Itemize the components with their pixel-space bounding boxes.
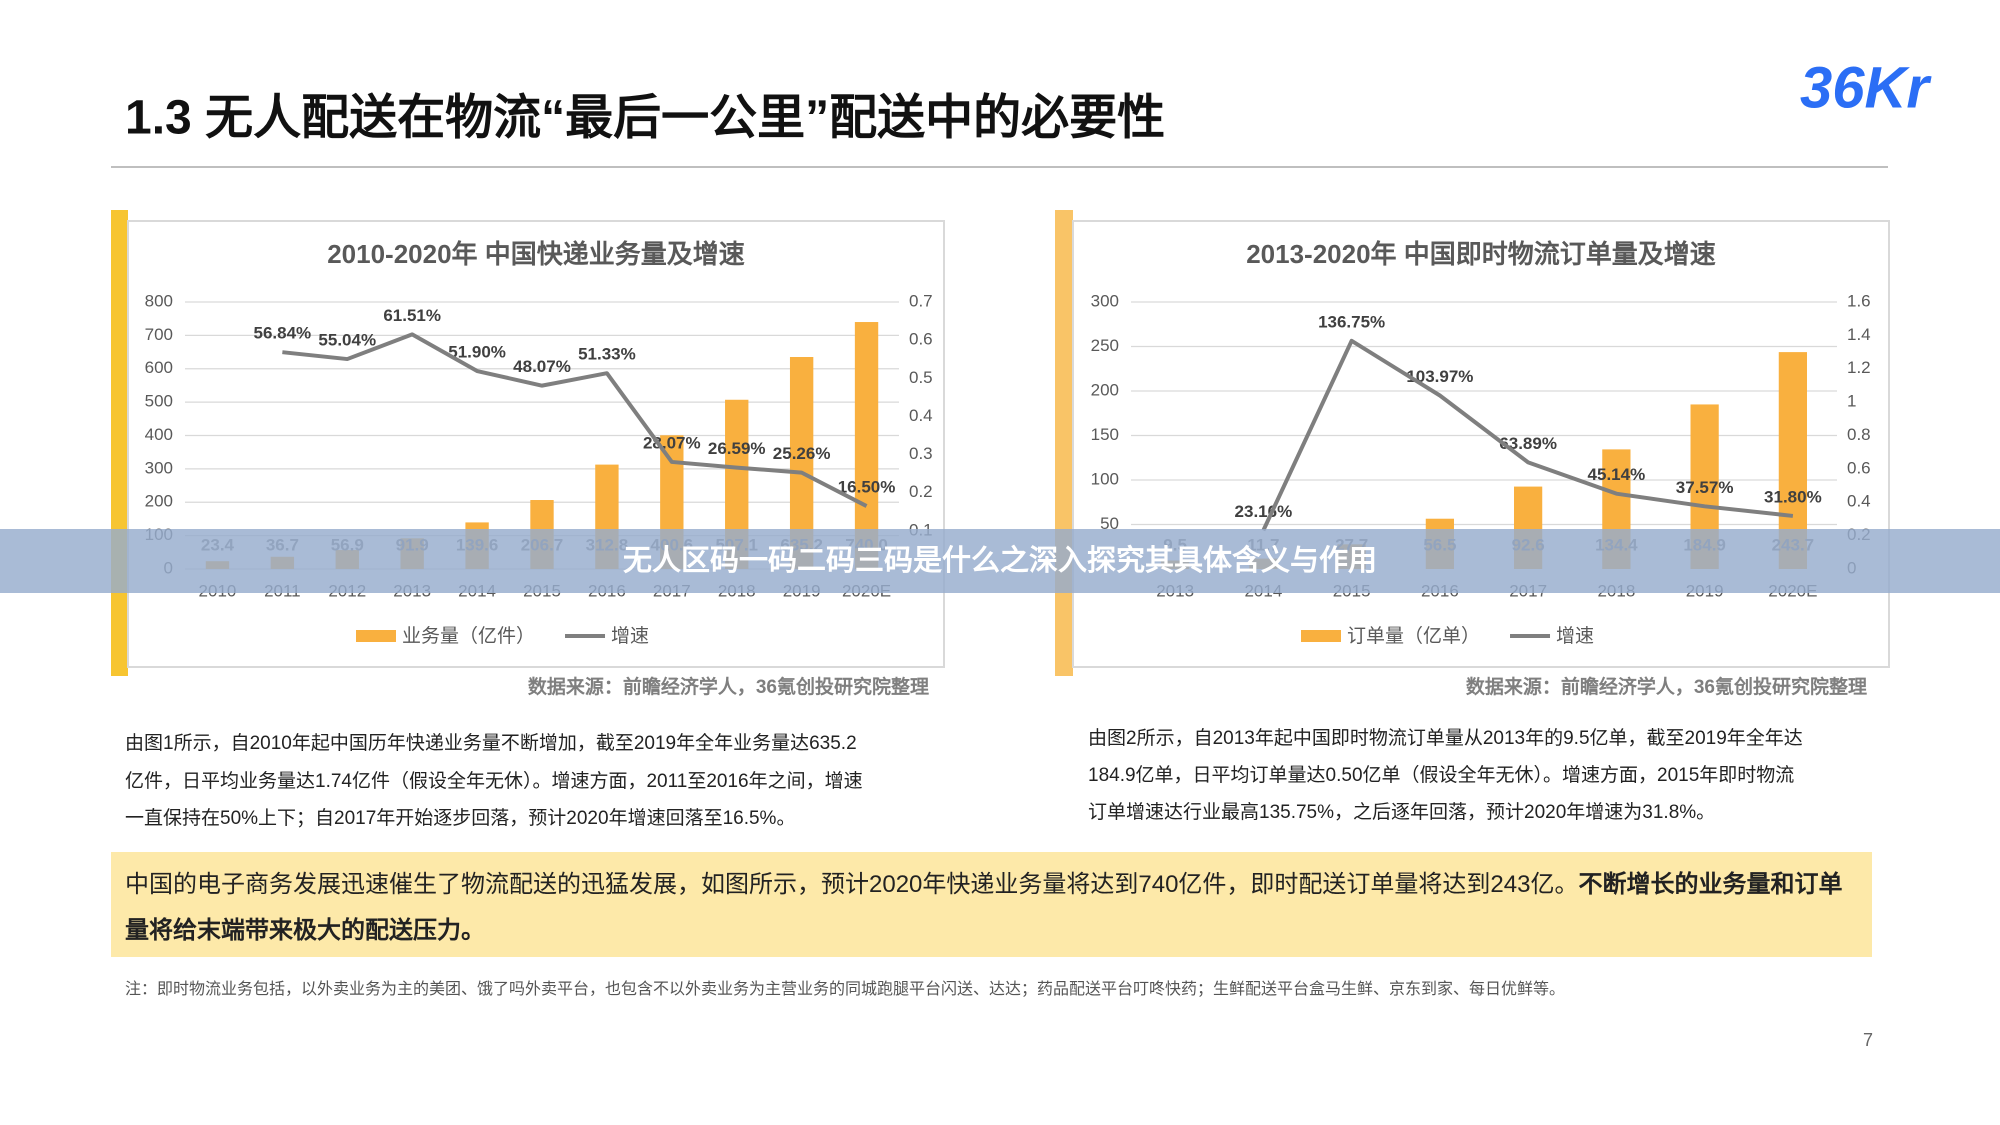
y2-tick-label: 1.2	[1847, 358, 1871, 377]
line-value-label: 55.04%	[318, 331, 376, 350]
paragraph-line: 由图1所示，自2010年起中国历年快递业务量不断增加，截至2019年全年业务量达…	[125, 733, 857, 754]
y2-tick-label: 0.5	[909, 368, 933, 387]
paragraph-line: 订单增速达行业最高135.75%，之后逐年回落，预计2020年增速为31.8%。	[1088, 802, 1716, 823]
y2-tick-label: 1.4	[1847, 325, 1871, 344]
y2-tick-label: 0.4	[909, 406, 933, 425]
bar	[725, 399, 749, 569]
page-number: 7	[1863, 1030, 1874, 1050]
line-value-label: 56.84%	[254, 324, 312, 343]
legend-swatch	[356, 630, 396, 642]
y-tick-label: 800	[145, 291, 173, 310]
legend-label: 业务量（亿件）	[402, 625, 535, 647]
y-tick-label: 50	[1100, 514, 1119, 533]
slide-title: 1.3 无人配送在物流“最后一公里”配送中的必要性	[125, 92, 1165, 145]
logo: 36Kr	[1800, 55, 1932, 120]
y2-tick-label: 0.7	[909, 291, 933, 310]
y-tick-label: 250	[1091, 336, 1119, 355]
y2-tick-label: 0.8	[1847, 425, 1871, 444]
chart-source: 数据来源：前瞻经济学人，36氪创投研究院整理	[1466, 675, 1867, 698]
y-tick-label: 300	[1091, 291, 1119, 310]
y-tick-label: 200	[145, 492, 173, 511]
bar	[854, 322, 879, 569]
y-tick-label: 400	[145, 425, 173, 444]
y2-tick-label: 0.6	[909, 330, 933, 349]
line-value-label: 31.80%	[1764, 487, 1822, 506]
chart-frame	[1072, 220, 1890, 668]
accent-bar	[111, 210, 128, 676]
line-value-label: 16.50%	[838, 478, 896, 497]
y-tick-label: 700	[145, 325, 173, 344]
paragraph-line: 一直保持在50%上下；自2017年开始逐步回落，预计2020年增速回落至16.5…	[125, 808, 796, 829]
y2-tick-label: 0.4	[1847, 492, 1871, 511]
y-tick-label: 500	[145, 392, 173, 411]
y-tick-label: 600	[145, 358, 173, 377]
line-value-label: 61.51%	[383, 306, 441, 325]
legend-label: 增速	[1556, 625, 1594, 647]
bar	[789, 357, 814, 569]
highlight-text: 中国的电子商务发展迅速催生了物流配送的迅猛发展，如图所示，预计2020年快递业务…	[125, 871, 1579, 898]
line-value-label: 136.75%	[1318, 312, 1385, 331]
highlight-box: 中国的电子商务发展迅速催生了物流配送的迅猛发展，如图所示，预计2020年快递业务…	[111, 852, 1872, 957]
y-tick-label: 300	[145, 458, 173, 477]
chart-source: 数据来源：前瞻经济学人，36氪创投研究院整理	[528, 675, 929, 698]
line-value-label: 103.97%	[1406, 367, 1473, 386]
y-tick-label: 200	[1091, 380, 1119, 399]
y2-tick-label: 0.6	[1847, 458, 1871, 477]
y2-tick-label: 0.3	[909, 444, 933, 463]
y2-tick-label: 1	[1847, 392, 1856, 411]
y2-tick-label: 0.2	[909, 482, 933, 501]
line-value-label: 23.16%	[1235, 502, 1293, 521]
legend-swatch	[1301, 630, 1341, 642]
line-value-label: 28.07%	[643, 433, 701, 452]
line-value-label: 51.90%	[448, 343, 506, 362]
y2-tick-label: 1.6	[1847, 291, 1871, 310]
highlight-bold: 不断增长的业务量和订单量将给末端带来极大的配送压力。	[125, 871, 1843, 944]
legend-label: 订单量（亿单）	[1347, 625, 1480, 647]
chart-title: 2013-2020年 中国即时物流订单量及增速	[1246, 239, 1716, 269]
line-value-label: 25.26%	[773, 444, 831, 463]
y-tick-label: 100	[1091, 469, 1119, 488]
line	[282, 332, 868, 508]
line	[1261, 338, 1794, 532]
legend-label: 增速	[611, 625, 649, 647]
line-value-label: 45.14%	[1588, 465, 1646, 484]
overlay-banner: 无人区码一码二码三码是什么之深入探究其具体含义与作用	[0, 529, 2000, 593]
accent-bar	[1055, 210, 1073, 676]
paragraph-line: 由图2所示，自2013年起中国即时物流订单量从2013年的9.5亿单，截至201…	[1088, 728, 1803, 749]
line-value-label: 48.07%	[513, 357, 571, 376]
paragraph-line: 亿件，日平均业务量达1.74亿件（假设全年无休）。增速方面，2011至2016年…	[125, 771, 863, 792]
paragraph-line: 184.9亿单，日平均订单量达0.50亿单（假设全年无休）。增速方面，2015年…	[1088, 765, 1795, 786]
chart-title: 2010-2020年 中国快递业务量及增速	[327, 239, 745, 269]
y-tick-label: 150	[1091, 425, 1119, 444]
chart-frame	[127, 220, 945, 668]
note: 注：即时物流业务包括，以外卖业务为主的美团、饿了吗外卖平台，也包含不以外卖业务为…	[125, 981, 1566, 998]
line-value-label: 51.33%	[578, 345, 636, 364]
line-value-label: 26.59%	[708, 439, 766, 458]
line-value-label: 37.57%	[1676, 478, 1734, 497]
line-value-label: 63.89%	[1499, 434, 1557, 453]
